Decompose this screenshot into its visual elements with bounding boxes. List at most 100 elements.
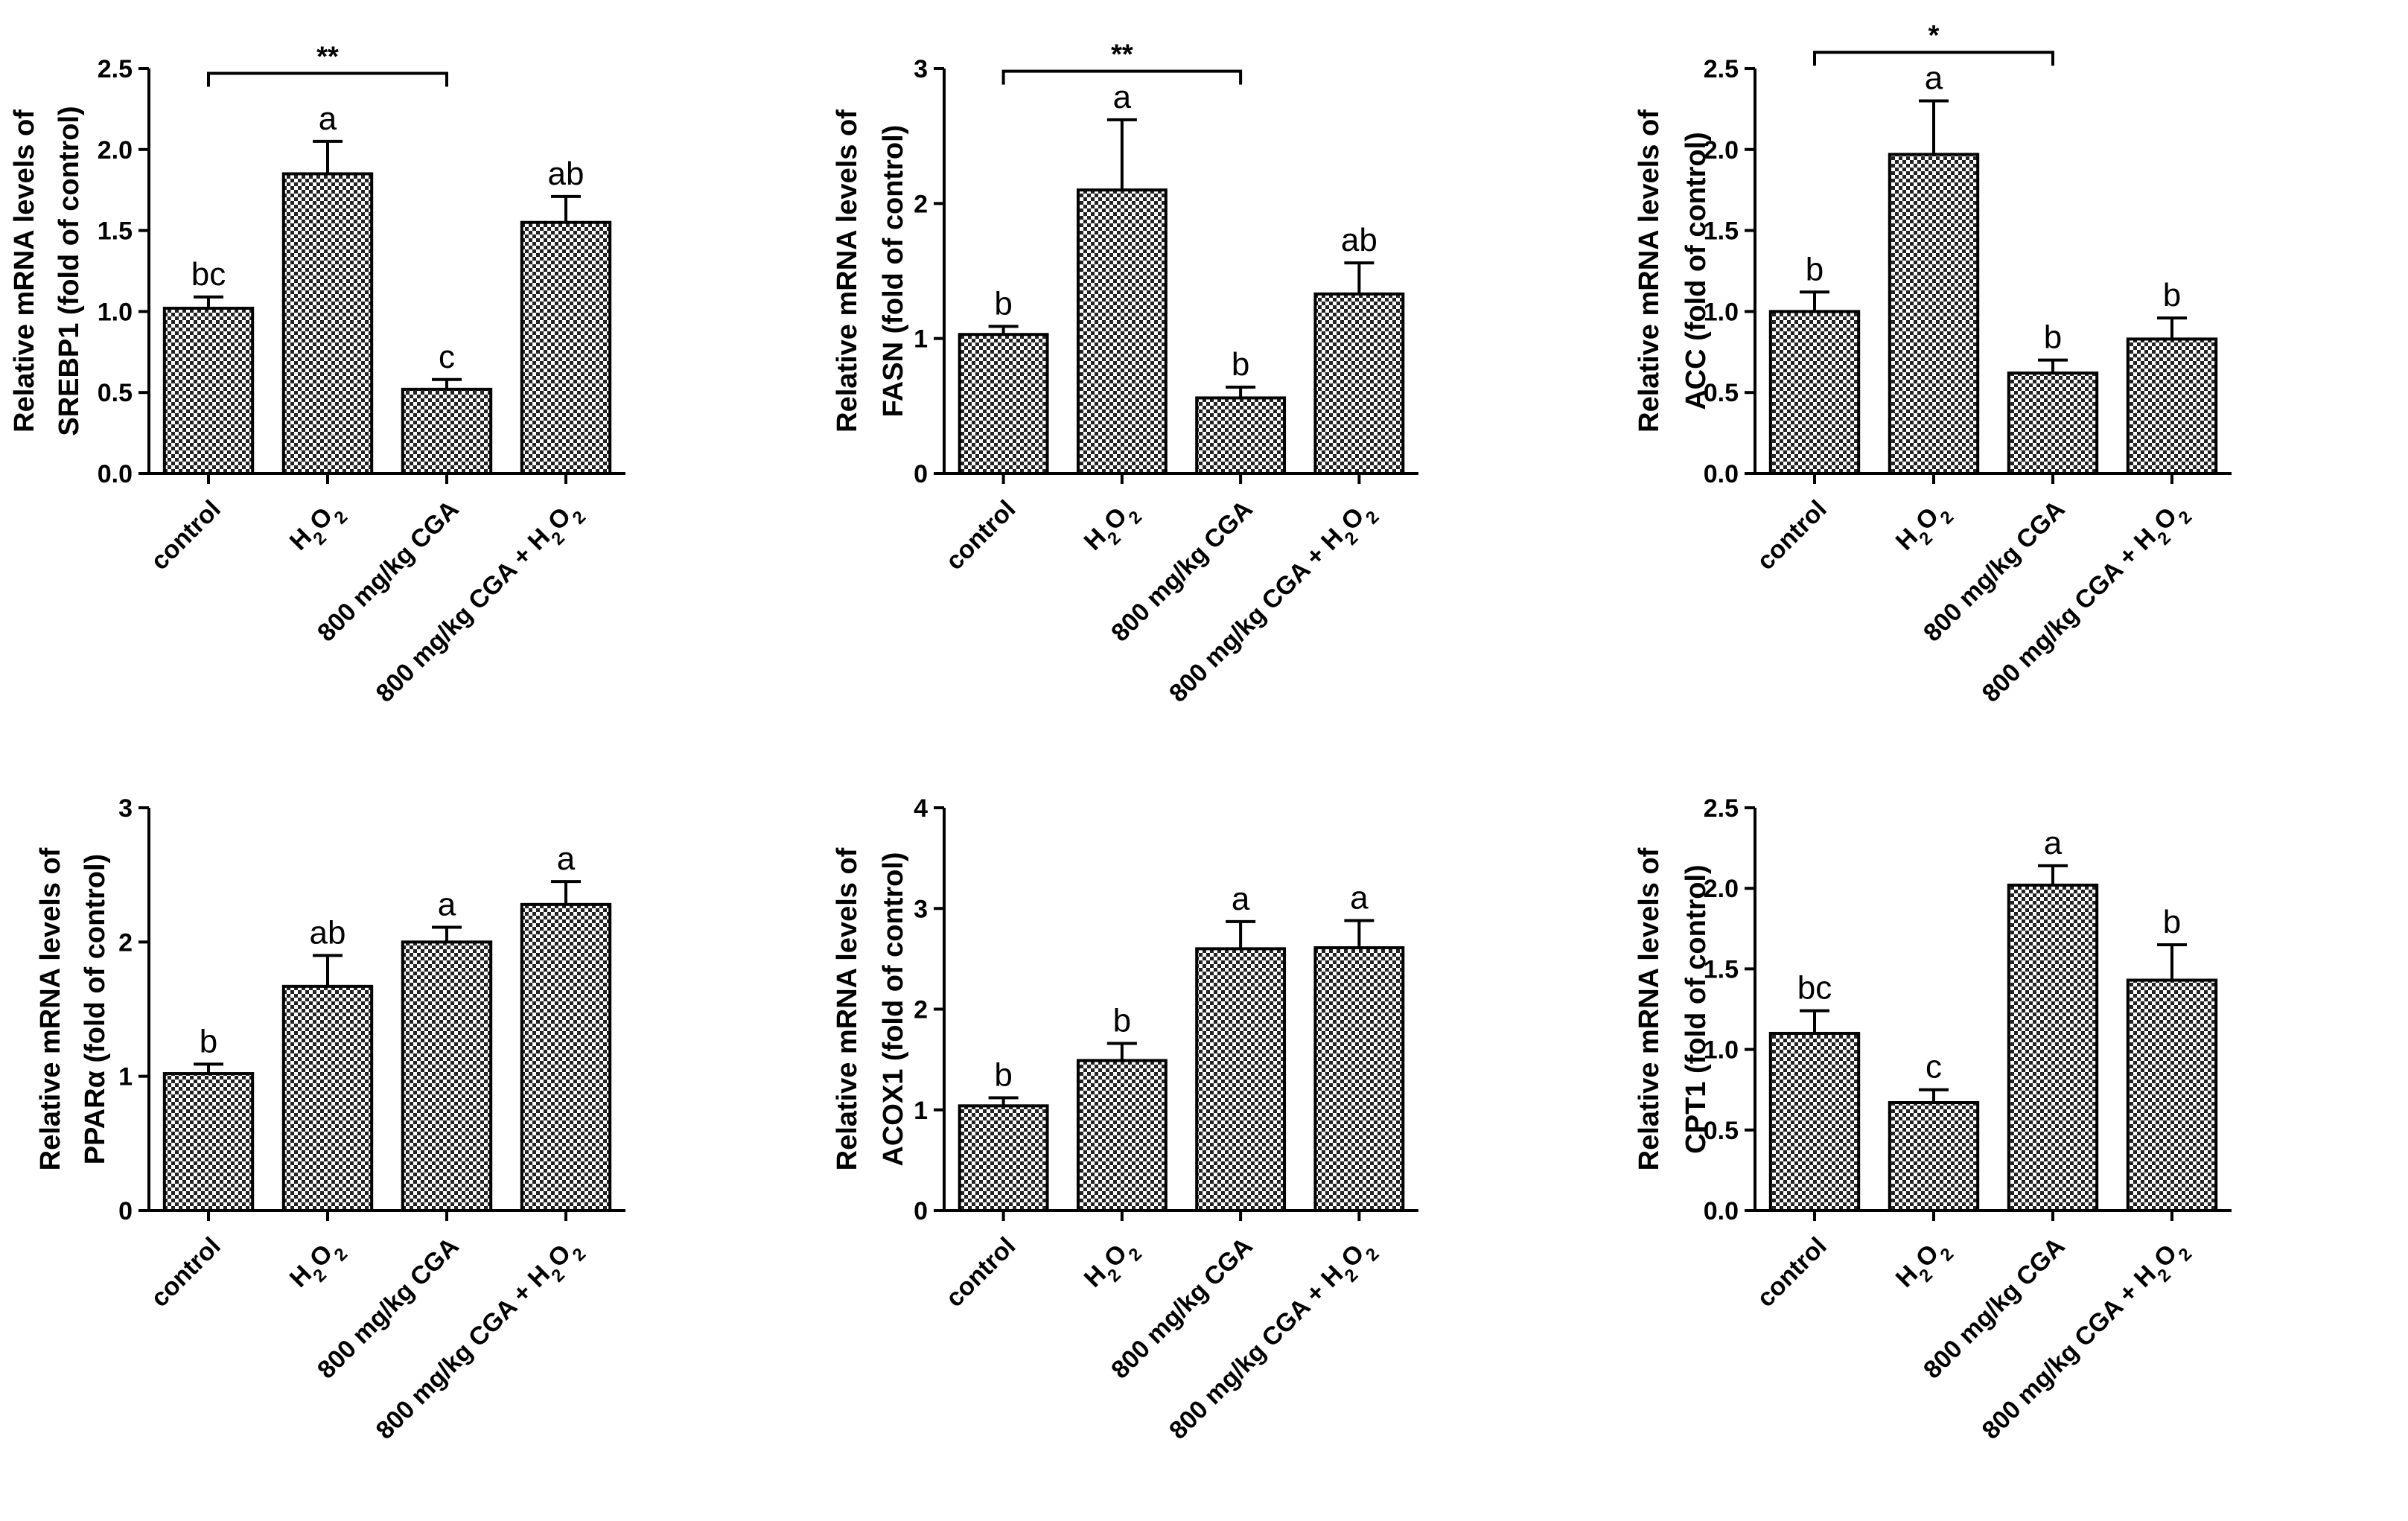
significance-letter: b [200,1023,217,1059]
y-tick-label: 0.5 [98,379,133,407]
y-tick-label: 0.5 [1704,1117,1739,1145]
category-label: 800 mg/kg CGA + H2O2 [1164,1232,1383,1451]
bar [1768,1031,1861,1212]
bar [520,902,612,1212]
y-tick-label: 1.5 [1704,217,1739,246]
category-label: control [145,495,226,575]
y-axis-label: ACC (fold of control) [1681,132,1712,410]
bar [281,172,374,475]
y-tick-label: 3 [118,794,133,823]
bar [162,1072,255,1213]
bar [520,220,612,475]
significance-letter: ab [310,914,346,951]
category-label: 800 mg/kg CGA + H2O2 [371,1232,590,1451]
bar [1888,1101,1980,1212]
chart-panel-1: 0.0 0.5 1.0 1.5 2.0 2.5 Relative mRNA levels o… [9,42,625,708]
chart-panel-6: 0.0 0.5 1.0 1.5 2.0 2.5 Relative mRNA levels o… [1634,794,2232,1451]
significance-letter: c [439,339,455,375]
y-tick-label: 1.5 [1704,955,1739,983]
y-tick-label: 2.0 [98,136,133,165]
chart-panel-2: 0 1 2 3 Relative mRNA levels of FASN (fold of… [832,39,1418,708]
y-tick-label: 0 [118,1197,133,1225]
category-label: H2O2 [1079,495,1146,562]
significance-letter: a [1350,879,1369,916]
y-tick-label: 0 [914,1197,928,1225]
bar [958,1104,1049,1212]
y-tick-label: 1.0 [1704,298,1739,326]
significance-letter: b [2163,277,2181,313]
y-tick-label: 0 [914,460,928,488]
category-label: 800 mg/kg CGA + H2O2 [1977,495,2196,714]
y-tick-label: 2 [914,190,928,218]
y-tick-label: 4 [914,794,928,823]
y-axis-label: Relative mRNA levels of [1634,109,1665,433]
y-axis-label: Relative mRNA levels of [35,847,66,1170]
y-axis-label: ACOX1 (fold of control) [878,852,909,1166]
y-tick-label: 2 [118,928,133,957]
bar [401,387,493,476]
y-axis-label: SREBP1 (fold of control) [54,106,85,436]
y-tick-label: 1 [118,1063,133,1091]
significance-letter: a [438,886,456,922]
bar [958,333,1049,475]
bar [1195,947,1287,1212]
significance-letter: b [2044,319,2062,356]
significance-letter: b [1806,251,1823,287]
category-label: H2O2 [1891,1232,1958,1299]
comparison-bracket [207,71,448,87]
category-label: H2O2 [1079,1232,1146,1299]
chart-panel-5: 0 1 2 3 4 Relative mRNA levels of ACOX1 (fold … [832,794,1418,1451]
significance-letter: a [1113,79,1132,115]
significance-letter: a [1232,881,1250,917]
y-tick-label: 2.5 [1704,55,1739,83]
y-tick-label: 2.0 [1704,875,1739,903]
y-tick-label: 0.0 [1704,1197,1739,1225]
y-axis-label: Relative mRNA levels of [832,109,863,433]
significance-letter: b [994,285,1012,322]
significance-letter: bc [191,256,226,293]
y-axis-label: Relative mRNA levels of [9,109,40,433]
category-label: 800 mg/kg CGA + H2O2 [1977,1232,2196,1451]
y-tick-label: 1.5 [98,217,133,246]
category-label: control [940,1232,1021,1313]
bar [1195,396,1287,475]
y-tick-label: 2 [914,996,928,1024]
y-tick-label: 1.0 [1704,1036,1739,1065]
y-axis-label: FASN (fold of control) [878,125,909,418]
category-label: control [145,1232,226,1313]
comparison-stars: ** [316,42,339,73]
significance-letter: a [319,101,337,137]
y-tick-label: 2.0 [1704,136,1739,165]
category-label: control [1751,495,1832,575]
comparison-bracket [1813,51,2054,66]
significance-letter: bc [1797,970,1832,1007]
y-tick-label: 2.5 [98,55,133,83]
bar [2126,978,2218,1212]
y-tick-label: 3 [914,895,928,923]
comparison-stars: ** [1111,39,1133,71]
chart-panel-4: 0 1 2 3 Relative mRNA levels of PPARα (fold o… [35,794,625,1451]
y-tick-label: 0.0 [98,460,133,488]
significance-letter: a [557,841,576,877]
y-tick-label: 2.5 [1704,794,1739,823]
category-label: H2O2 [284,495,351,562]
bar [2007,372,2099,476]
y-axis-label: CPT1 (fold of control) [1681,864,1712,1153]
bar [2007,883,2099,1212]
y-axis-label: Relative mRNA levels of [832,847,863,1170]
bar [2126,337,2218,475]
bar [1076,1059,1168,1213]
significance-letter: a [2044,825,2063,861]
bar [401,940,493,1213]
y-tick-label: 1.0 [98,298,133,326]
category-label: control [1751,1232,1832,1313]
significance-letter: b [2163,904,2181,940]
y-axis-label: PPARα (fold of control) [80,854,111,1164]
y-tick-label: 0.5 [1704,379,1739,407]
bar [281,984,374,1213]
chart-panel-3: 0.0 0.5 1.0 1.5 2.0 2.5 Relative mRNA levels o… [1634,20,2232,714]
significance-letter: b [1232,346,1249,383]
significance-letter: b [994,1057,1012,1094]
significance-letter: ab [1341,222,1377,258]
